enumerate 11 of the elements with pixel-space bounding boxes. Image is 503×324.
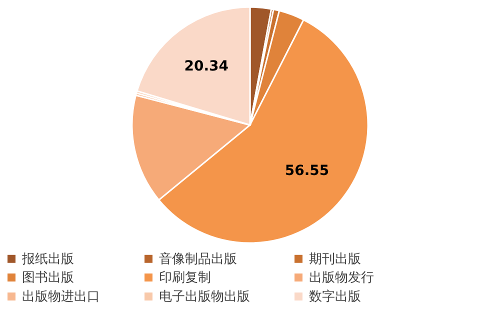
legend-label: 音像制品出版 [159,252,237,267]
legend-label: 图书出版 [22,270,74,286]
legend-label: 期刊出版 [309,252,361,267]
data-label: 56.55 [284,162,330,179]
legend-label: 报纸出版 [21,252,74,267]
legend-label: 印刷复制 [159,270,211,286]
legend-label: 出版物进出口 [22,290,100,304]
legend-label: 电子出版物出版 [159,290,250,304]
legend-label: 出版物发行 [309,270,374,286]
data-label: 20.34 [184,58,229,74]
legend-label: 数字出版 [309,288,361,304]
